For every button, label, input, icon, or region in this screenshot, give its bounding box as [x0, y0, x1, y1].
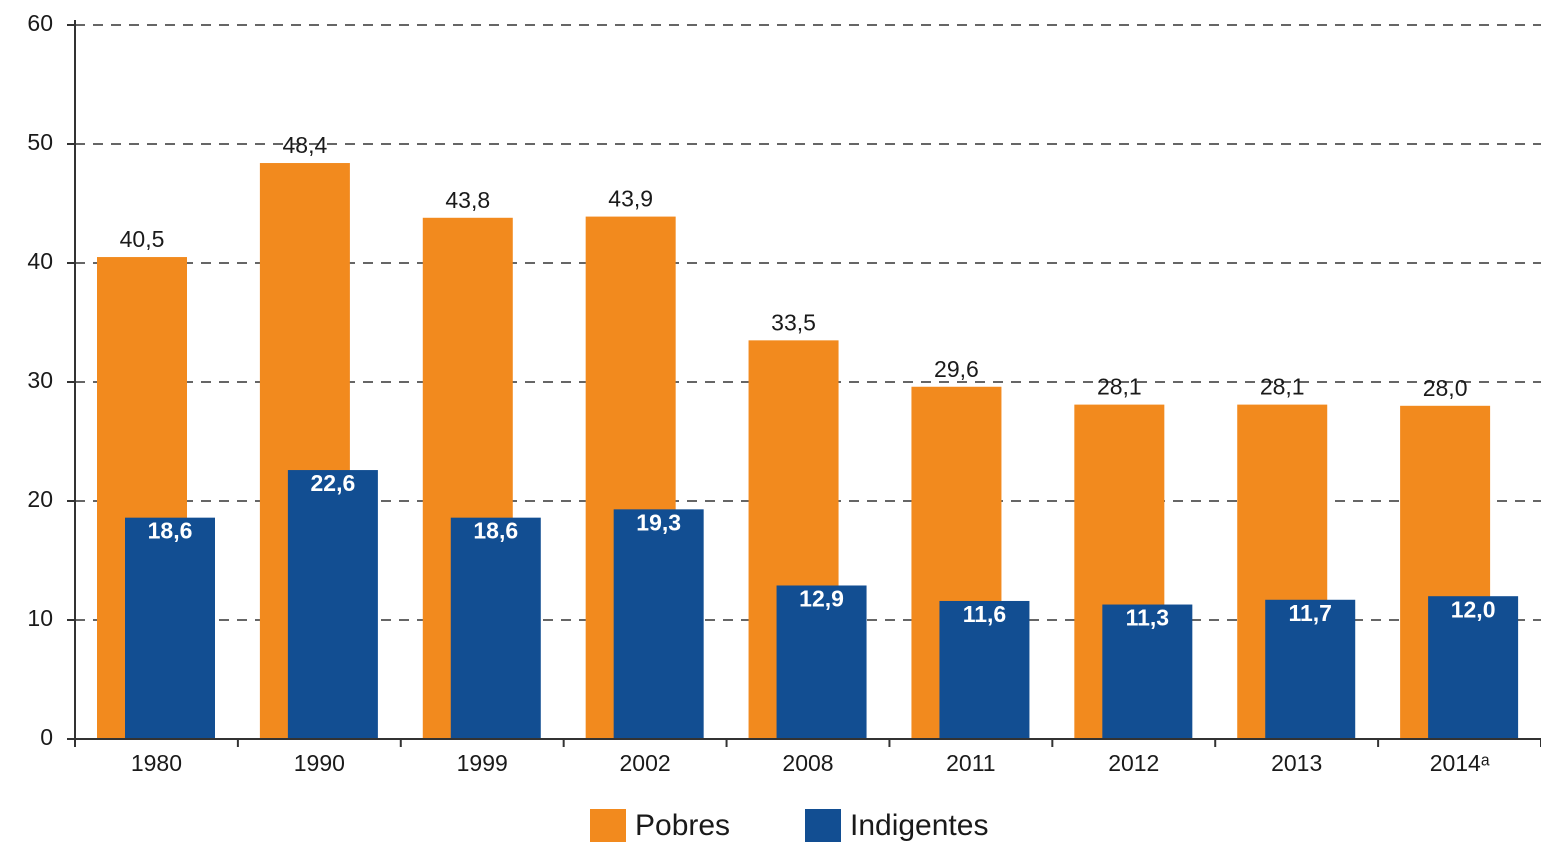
- value-label: 43,8: [445, 187, 490, 213]
- value-label: 28,1: [1097, 374, 1142, 400]
- bar: [1102, 604, 1193, 739]
- y-tick-label: 40: [27, 248, 53, 274]
- value-label: 12,0: [1451, 596, 1496, 622]
- y-tick-label: 60: [27, 10, 53, 36]
- value-label: 18,6: [148, 518, 193, 544]
- x-tick-label: 1980: [131, 750, 182, 776]
- bar: [1428, 596, 1519, 739]
- bar: [125, 517, 215, 739]
- legend-label: Pobres: [635, 809, 730, 842]
- value-label: 19,3: [636, 509, 681, 535]
- value-label: 11,7: [1288, 600, 1332, 626]
- y-tick-label: 20: [27, 486, 53, 512]
- y-tick-label: 50: [27, 129, 53, 155]
- y-tick-label: 10: [27, 605, 53, 631]
- y-tick-label: 0: [40, 724, 53, 750]
- x-tick-label: 2012: [1108, 750, 1159, 776]
- x-tick-label: 2008: [782, 750, 833, 776]
- value-label: 18,6: [473, 518, 518, 544]
- x-tick-label: 2011: [946, 750, 995, 776]
- value-label: 22,6: [311, 470, 356, 496]
- value-label: 11,6: [963, 601, 1007, 627]
- x-tick-label: 2013: [1271, 750, 1322, 776]
- x-tick-label: 1990: [294, 750, 345, 776]
- legend-swatch: [590, 809, 626, 842]
- x-tick-label: 2014ᵃ: [1430, 750, 1490, 776]
- legend-label: Indigentes: [850, 809, 988, 842]
- bar: [613, 509, 704, 739]
- bar: [776, 585, 867, 739]
- bar: [287, 470, 378, 739]
- value-label: 28,0: [1423, 375, 1468, 401]
- y-tick-label: 30: [27, 367, 53, 393]
- bar: [1265, 599, 1356, 739]
- bar: [450, 517, 541, 739]
- value-label: 40,5: [120, 226, 165, 252]
- value-label: 12,9: [799, 586, 844, 612]
- value-label: 43,9: [608, 186, 653, 212]
- x-tick-label: 1999: [457, 750, 508, 776]
- bar: [939, 600, 1030, 739]
- value-label: 29,6: [934, 356, 979, 382]
- value-label: 33,5: [771, 309, 816, 335]
- value-label: 48,4: [283, 132, 328, 158]
- value-label: 11,3: [1126, 605, 1170, 631]
- value-label: 28,1: [1260, 374, 1305, 400]
- legend-swatch: [805, 809, 841, 842]
- x-tick-label: 2002: [620, 750, 671, 776]
